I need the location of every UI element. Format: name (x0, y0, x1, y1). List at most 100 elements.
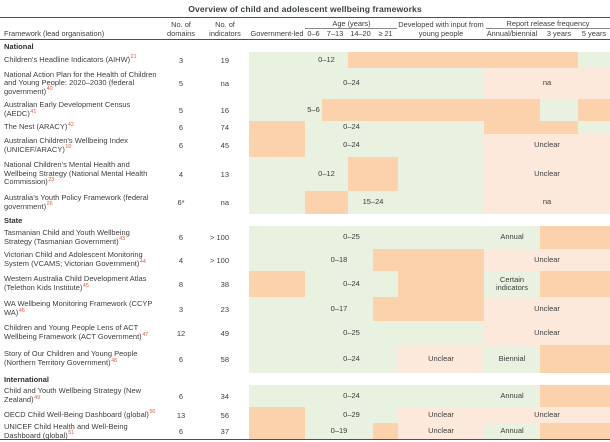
indicators-value: 34 (220, 391, 229, 401)
framework-name: Child and Youth Wellbeing Strategy (New … (4, 386, 142, 404)
table-row: Western Australia Child Development Atla… (0, 271, 610, 297)
indicators-value: > 100 (210, 233, 229, 242)
section-header: International (0, 373, 610, 385)
domains-value: 13 (176, 410, 186, 420)
table-row: WA Wellbeing Monitoring Framework (CCYP … (0, 297, 610, 321)
framework-name: Story of Our Children and Young People (… (4, 349, 138, 367)
status-cell-no (540, 271, 610, 297)
domains-value: 3 (178, 55, 184, 65)
indicators-value: 49 (220, 328, 229, 338)
indicators-value: na (220, 79, 229, 88)
domains-value: 3 (178, 304, 184, 314)
table-row: Children’s Headline Indicators (AIHW)21 3… (0, 52, 610, 68)
framework-name: The Nest (ARACY)42 (4, 121, 74, 132)
section-label: State (4, 216, 23, 225)
framework-name: Children’s Headline Indicators (AIHW)21 (4, 54, 137, 64)
status-cell-yes (398, 157, 484, 191)
table-row: Children and Young People Lens of ACT We… (0, 321, 610, 345)
status-cell-yes (249, 385, 305, 407)
reference-superscript: 10 (65, 144, 72, 150)
status-cell-yes: 0–12 (305, 52, 348, 68)
status-cell-yes (249, 68, 305, 99)
reference-superscript: 40 (46, 86, 53, 93)
framework-name: Australian Children’s Wellbeing Index (U… (4, 135, 128, 154)
status-cell-yes (249, 52, 305, 68)
indicators-value: 19 (220, 55, 229, 65)
domains-value: 6 (178, 123, 184, 132)
status-cell-no (249, 407, 305, 423)
status-cell-no (540, 345, 610, 373)
status-cell-note: na (484, 68, 610, 99)
status-cell-note: Unclear (484, 407, 610, 423)
status-cell-yes: 0–12 (305, 157, 348, 191)
indicators-value: 58 (220, 354, 229, 364)
status-cell-yes: 0–25 (305, 226, 398, 249)
status-cell-note: Unclear (484, 249, 610, 271)
col-header-annual-biennial: Annual/biennial (486, 28, 538, 38)
status-cell-yes (398, 134, 484, 157)
col-header-indicators-2: indicators (209, 28, 241, 38)
domains-value: 5 (178, 79, 184, 88)
reference-superscript: 42 (67, 121, 74, 128)
status-cell-no (249, 134, 305, 157)
status-cell-no (373, 249, 484, 271)
status-cell-no (249, 121, 305, 134)
framework-name: WA Wellbeing Monitoring Framework (CCYP … (4, 299, 153, 317)
status-cell-yes: 0–25 (305, 321, 398, 345)
framework-name: Australian Early Development Census (AED… (4, 100, 131, 118)
indicators-value: 13 (220, 169, 229, 179)
status-cell-yes: 0–18 (305, 249, 373, 271)
status-cell-no (540, 385, 610, 407)
section-header: State (0, 214, 610, 226)
status-cell-yes (249, 249, 305, 271)
status-cell-no (373, 423, 398, 440)
status-cell-yes (398, 321, 484, 345)
status-cell-yes: 0–24 (305, 345, 398, 373)
framework-name: Children and Young People Lens of ACT We… (4, 323, 149, 341)
status-cell-yes (249, 297, 305, 321)
status-cell-yes (398, 68, 484, 99)
reference-superscript: 45 (82, 282, 89, 289)
status-cell-no (373, 297, 484, 321)
header-rule (0, 39, 610, 40)
col-header-age-0-6: 0–6 (307, 28, 320, 38)
status-cell-yes: 0–24 (305, 121, 398, 134)
reference-superscript: 46 (18, 307, 25, 314)
status-cell-yes: 15–24 (348, 191, 398, 214)
domains-value: 6 (178, 354, 184, 364)
table-row: National Action Plan for the Health of C… (0, 68, 610, 99)
col-header-indicators-1: No. of (215, 19, 235, 29)
reference-superscript: 50 (149, 409, 156, 416)
status-cell-yes (249, 99, 305, 121)
col-header-age-14-20: 14–20 (350, 28, 371, 38)
status-cell-note: Unclear (398, 423, 484, 440)
age-spanner-rule (305, 28, 397, 29)
status-cell-note: Unclear (398, 407, 484, 423)
col-header-domains-2: domains (167, 28, 195, 38)
framework-name: Australia’s Youth Policy Framework (fede… (4, 192, 149, 211)
status-cell-yes: 0–19 (305, 423, 373, 440)
status-cell-yes (249, 191, 305, 214)
reference-superscript: 43 (119, 236, 126, 242)
top-rule (0, 17, 610, 18)
status-cell-yes (249, 157, 305, 191)
status-cell-yes (249, 345, 305, 373)
domains-value: 12 (176, 328, 186, 338)
status-cell-yes: Annual (484, 423, 540, 440)
table-row: Australia’s Youth Policy Framework (fede… (0, 191, 610, 214)
section-label: International (4, 375, 50, 384)
status-cell-note: Unclear (484, 297, 610, 321)
domains-value: 6 (178, 233, 184, 242)
status-cell-no (305, 191, 348, 214)
indicators-value: na (220, 198, 229, 207)
table-row: Australian Early Development Census (AED… (0, 99, 610, 121)
status-cell-yes (249, 226, 305, 249)
status-cell-yes: 0–24 (305, 271, 398, 297)
reference-superscript: 47 (142, 331, 149, 338)
domains-value: 4 (178, 255, 184, 265)
status-cell-no (540, 423, 610, 440)
status-cell-yes: 0–24 (305, 68, 398, 99)
col-header-framework: Framework (lead organisation) (4, 28, 105, 38)
domains-value: 6* (177, 198, 185, 207)
table-row: Story of Our Children and Young People (… (0, 345, 610, 373)
